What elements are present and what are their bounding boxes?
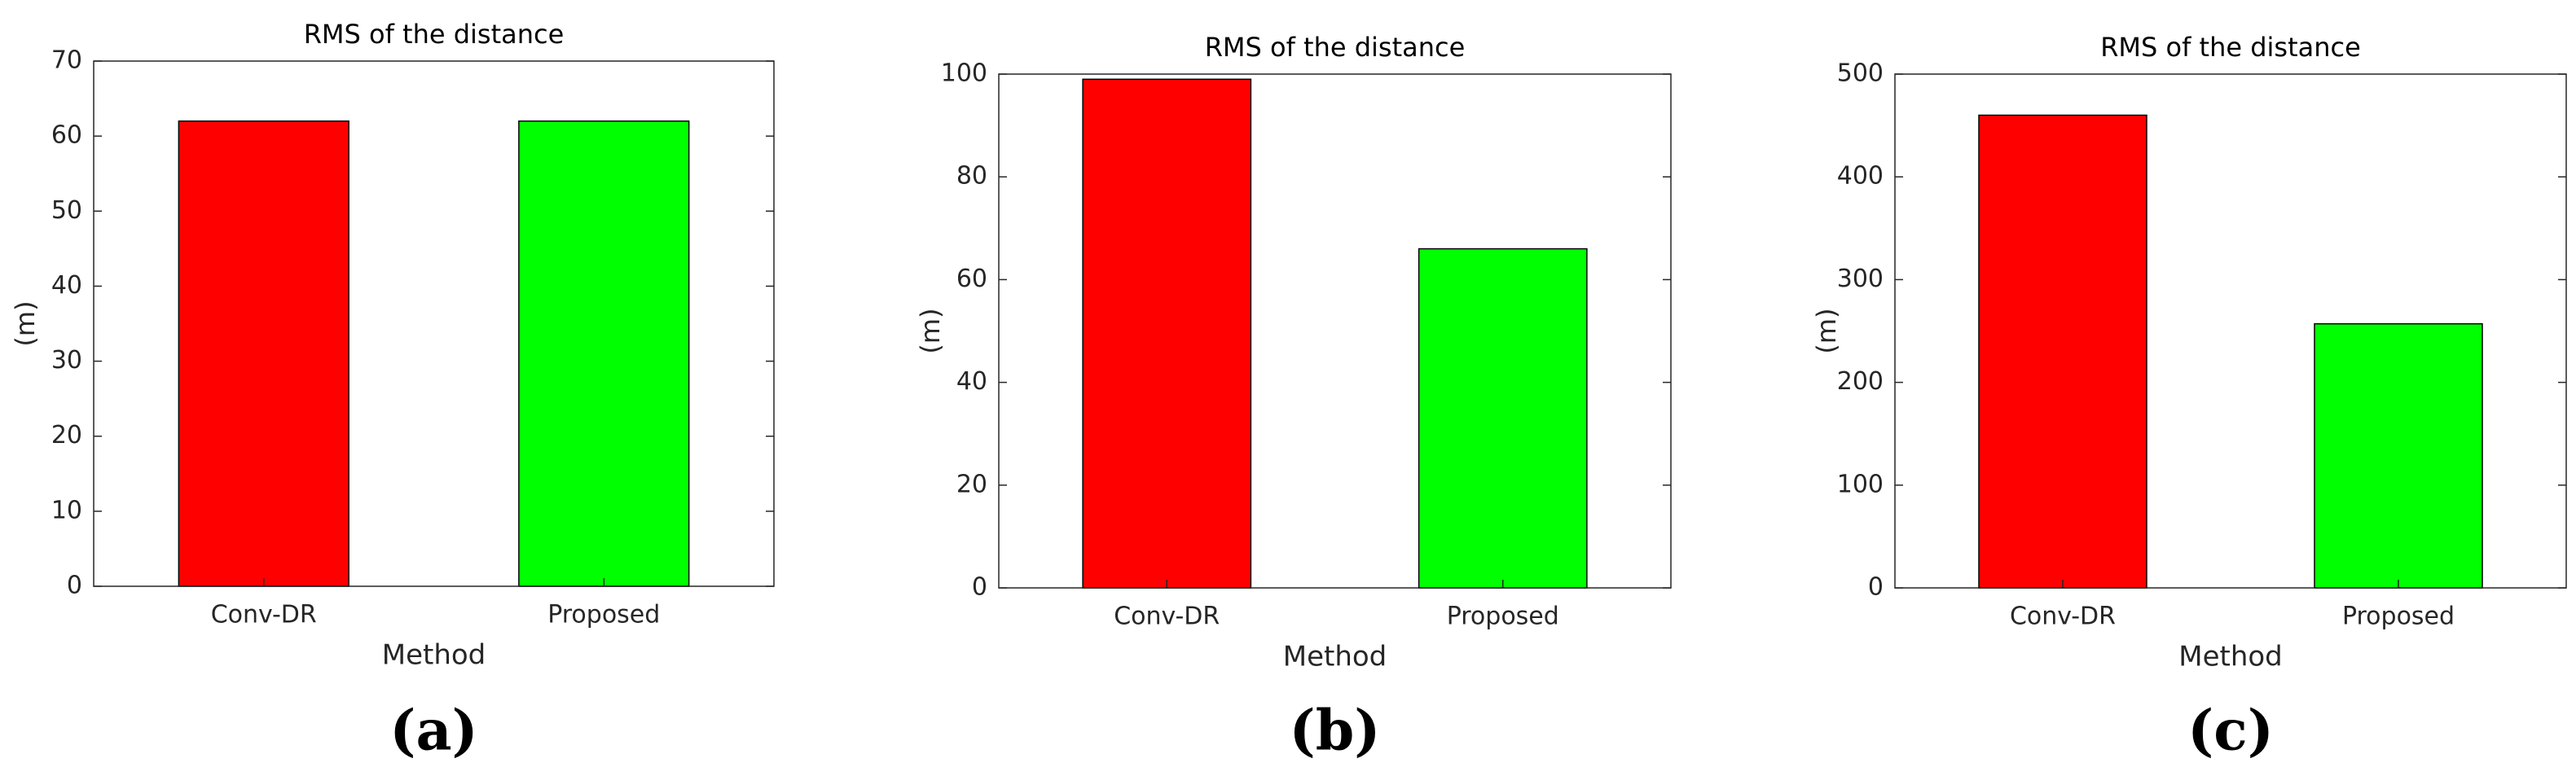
y-tick-label: 0	[972, 573, 987, 602]
x-tick-label: Conv-DR	[2010, 603, 2116, 631]
y-tick-label: 0	[1868, 573, 1884, 602]
x-axis-label: Method	[382, 639, 486, 672]
x-axis-label: Method	[1283, 641, 1387, 673]
y-tick-label: 300	[1837, 265, 1884, 293]
x-tick-label: Proposed	[1447, 603, 1559, 631]
x-tick-label: Conv-DR	[1114, 603, 1220, 631]
y-tick-label: 0	[67, 572, 82, 600]
y-tick-label: 80	[956, 162, 987, 191]
panel-label: (c)	[2187, 699, 2274, 764]
y-tick-label: 500	[1837, 59, 1884, 88]
y-axis-label: (m)	[10, 300, 41, 346]
panel-label: (a)	[389, 699, 477, 764]
x-tick-label: Conv-DR	[211, 601, 317, 629]
chart-title: RMS of the distance	[1205, 32, 1466, 63]
y-tick-label: 60	[51, 121, 82, 150]
y-axis-label: (m)	[915, 308, 946, 353]
y-tick-label: 60	[956, 265, 987, 293]
chart-title: RMS of the distance	[2100, 32, 2361, 63]
x-tick-label: Proposed	[547, 601, 660, 629]
y-tick-label: 30	[51, 346, 82, 375]
y-tick-label: 40	[51, 271, 82, 300]
y-tick-label: 100	[1837, 470, 1884, 498]
chart-title: RMS of the distance	[304, 19, 565, 50]
bar	[518, 120, 690, 587]
axes-frame	[1894, 73, 2567, 589]
y-tick-label: 70	[51, 46, 82, 75]
y-axis-label: (m)	[1811, 308, 1842, 353]
bar	[1418, 248, 1588, 589]
bar	[1978, 114, 2147, 589]
x-axis-label: Method	[2178, 641, 2283, 673]
y-tick-label: 20	[51, 421, 82, 449]
y-tick-label: 10	[51, 496, 82, 524]
axes-frame	[93, 60, 775, 587]
y-tick-label: 200	[1837, 367, 1884, 396]
axes-frame	[998, 73, 1672, 589]
y-tick-label: 400	[1837, 162, 1884, 191]
y-tick-label: 20	[956, 470, 987, 498]
bar	[178, 120, 349, 587]
bar	[1082, 78, 1252, 589]
y-tick-label: 50	[51, 196, 82, 225]
x-tick-label: Proposed	[2342, 603, 2455, 631]
y-tick-label: 40	[956, 367, 987, 396]
y-tick-label: 100	[941, 59, 987, 88]
bar	[2314, 322, 2483, 589]
panel-label: (b)	[1290, 699, 1381, 764]
